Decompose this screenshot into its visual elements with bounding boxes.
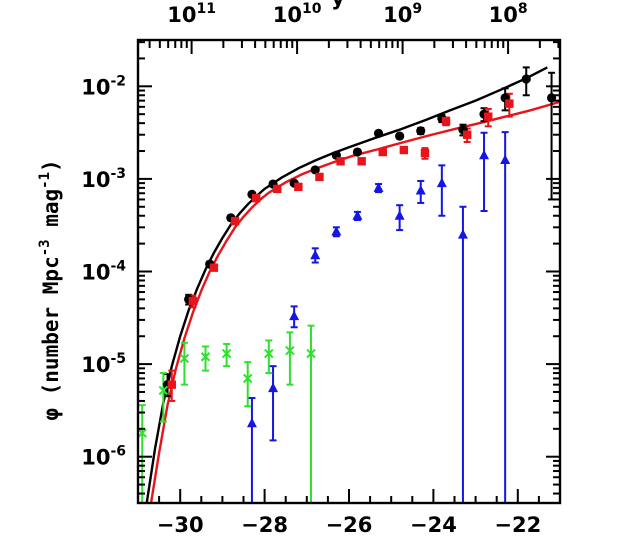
data-point-circle: [373, 128, 384, 138]
model-curves: [145, 66, 560, 503]
data-point-square: [441, 116, 451, 126]
data-point-square: [462, 130, 472, 139]
data-point-circle: [395, 131, 405, 141]
data-point-triangle: [352, 210, 363, 220]
data-point-square: [336, 157, 345, 166]
data-point-square: [294, 182, 303, 192]
data-point-square: [188, 296, 198, 306]
y-tick-label: 10-4: [81, 259, 126, 285]
data-point-cross: [264, 348, 274, 359]
top-axis-title-fragment: y: [331, 0, 345, 10]
data-point-square: [230, 216, 240, 226]
y-tick-label: 10-5: [81, 351, 126, 377]
data-point-square: [251, 193, 261, 203]
top-tick-label: 108: [489, 1, 528, 27]
data-point-square: [209, 263, 219, 272]
data-point-triangle: [479, 149, 490, 160]
data-point-triangle: [373, 182, 384, 192]
top-tick-label: 1010: [273, 1, 322, 27]
data-point-cross: [200, 352, 211, 362]
data-point-square: [167, 380, 176, 389]
tick-labels: −30 −28 −26 −24 −22 10-6 10-5 10-4 10-3 10-2 1011 1…: [81, 0, 541, 537]
top-tick-label: 1011: [167, 1, 216, 27]
model-curve-0: [145, 66, 548, 503]
model-curve-1: [149, 100, 560, 503]
data-point-square: [420, 148, 430, 158]
data-point-triangle: [268, 382, 279, 393]
data-point-cross: [158, 385, 169, 396]
data-point-cross: [221, 348, 232, 359]
data-point-triangle: [289, 310, 300, 321]
data-point-square: [484, 112, 493, 121]
data-point-circle: [521, 74, 531, 84]
top-tick-label: 109: [383, 1, 422, 27]
x-tick-label: −28: [241, 513, 288, 537]
data-point-square: [378, 147, 387, 157]
data-point-square: [399, 145, 409, 155]
x-tick-label: −22: [494, 513, 541, 537]
data-point-triangle: [436, 177, 447, 188]
data-point-square: [273, 184, 282, 194]
data-point-cross: [179, 353, 190, 364]
data-point-square: [315, 172, 324, 182]
data-point-cross: [285, 345, 295, 356]
data-points: [137, 74, 557, 438]
data-point-cross: [243, 373, 253, 384]
data-point-square: [505, 99, 514, 108]
data-point-triangle: [331, 226, 342, 236]
data-point-triangle: [500, 154, 511, 164]
axes: [136, 38, 562, 505]
y-axis-label: φ (number Mpc-3 mag-1): [37, 159, 63, 420]
data-point-cross: [306, 348, 316, 359]
error-bars: [138, 66, 556, 503]
y-tick-label: 10-3: [81, 166, 126, 192]
data-point-circle: [310, 165, 320, 175]
data-point-triangle: [457, 229, 468, 239]
data-point-circle: [352, 147, 363, 157]
x-tick-label: −30: [157, 513, 204, 537]
x-tick-label: −24: [410, 513, 457, 537]
data-point-circle: [416, 126, 426, 136]
y-tick-label: 10-2: [81, 73, 126, 99]
data-point-triangle: [310, 249, 321, 260]
data-point-square: [357, 157, 366, 166]
x-tick-label: −26: [326, 513, 373, 537]
data-point-cross: [137, 428, 147, 438]
plot-frame: [136, 38, 562, 505]
data-point-triangle: [246, 417, 257, 428]
y-tick-label: 10-6: [81, 444, 126, 470]
data-point-triangle: [394, 210, 405, 220]
data-point-triangle: [415, 184, 426, 195]
